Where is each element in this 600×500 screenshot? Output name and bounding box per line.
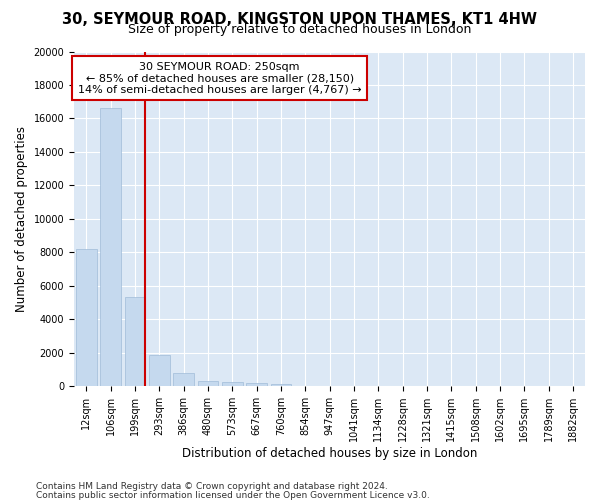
Bar: [100, 108, 121, 386]
Bar: [149, 356, 170, 386]
Bar: [246, 383, 267, 386]
Bar: [173, 373, 194, 386]
Bar: [125, 296, 145, 386]
Text: 30 SEYMOUR ROAD: 250sqm
← 85% of detached houses are smaller (28,150)
14% of sem: 30 SEYMOUR ROAD: 250sqm ← 85% of detache…: [78, 62, 361, 94]
Text: 30, SEYMOUR ROAD, KINGSTON UPON THAMES, KT1 4HW: 30, SEYMOUR ROAD, KINGSTON UPON THAMES, …: [62, 12, 538, 28]
Text: Contains HM Land Registry data © Crown copyright and database right 2024.: Contains HM Land Registry data © Crown c…: [36, 482, 388, 491]
Text: Contains public sector information licensed under the Open Government Licence v3: Contains public sector information licen…: [36, 490, 430, 500]
Text: Size of property relative to detached houses in London: Size of property relative to detached ho…: [128, 22, 472, 36]
Y-axis label: Number of detached properties: Number of detached properties: [15, 126, 28, 312]
Bar: [222, 382, 242, 386]
Bar: [197, 381, 218, 386]
Bar: [76, 249, 97, 386]
X-axis label: Distribution of detached houses by size in London: Distribution of detached houses by size …: [182, 447, 477, 460]
Bar: [271, 384, 291, 386]
